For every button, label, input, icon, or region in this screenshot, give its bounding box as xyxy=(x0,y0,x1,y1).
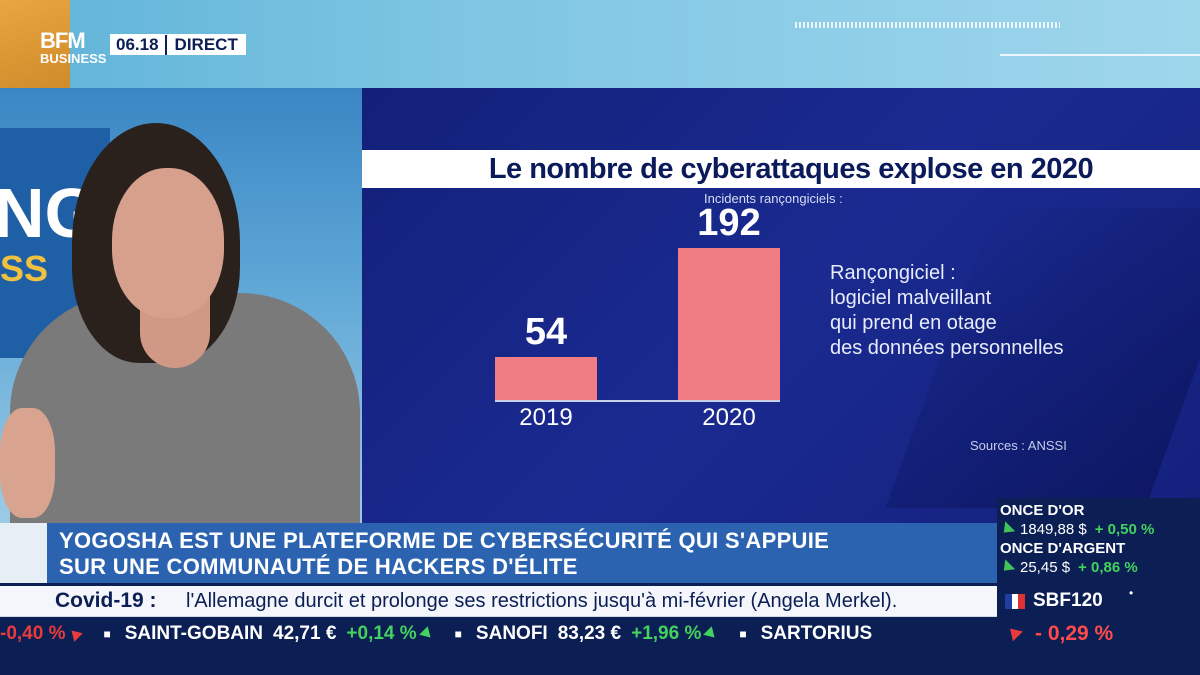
index-box: SBF120 • xyxy=(997,586,1200,617)
decorative-line xyxy=(1000,54,1200,56)
market-gold-value: 1849,88 $ xyxy=(1020,521,1087,538)
index-dot: • xyxy=(1129,586,1134,600)
definition-line: des données personnelles xyxy=(830,337,1064,359)
presenter-hand xyxy=(0,408,55,518)
presenter-face xyxy=(112,168,224,318)
news-label: Covid-19 : xyxy=(55,589,157,612)
studio-video: NG SS xyxy=(0,88,362,523)
up-arrow-icon xyxy=(998,521,1016,538)
chart-baseline xyxy=(495,400,780,402)
separator-dot: ■ xyxy=(454,627,462,641)
brand-accent xyxy=(0,0,70,88)
chart-title-bar: Le nombre de cyberattaques explose en 20… xyxy=(362,150,1200,188)
market-silver-name: ONCE D'ARGENT xyxy=(1000,540,1126,557)
stock-ticker-row: -0,40 % ■ SAINT-GOBAIN 42,71 € +0,14 % ■… xyxy=(0,623,896,645)
down-arrow-icon xyxy=(67,626,84,642)
stock-price: 42,71 € xyxy=(273,623,337,644)
market-silver-value: 25,45 $ xyxy=(1020,559,1071,576)
market-gold-row: 1849,88 $ + 0,50 % xyxy=(998,521,1155,538)
bar-2019 xyxy=(495,357,597,400)
studio-backdrop-text-2: SS xyxy=(0,248,49,289)
headline-line-2: SUR UNE COMMUNAUTÉ DE HACKERS D'ÉLITE xyxy=(59,554,578,579)
up-arrow-icon xyxy=(418,626,435,642)
infographic-panel: Le nombre de cyberattaques explose en 20… xyxy=(362,88,1200,523)
decorative-lines xyxy=(795,22,1060,28)
stock-name: SANOFI xyxy=(475,623,548,644)
market-silver-change: + 0,86 % xyxy=(1078,559,1138,576)
up-arrow-icon xyxy=(703,626,720,642)
headline-banner: YOGOSHA EST UNE PLATEFORME DE CYBERSÉCUR… xyxy=(47,523,997,583)
stock-price: 83,23 € xyxy=(557,623,622,644)
bar-value-label: 192 xyxy=(697,202,761,244)
definition-line: Rançongiciel : xyxy=(830,262,956,284)
headline-line-1: YOGOSHA EST UNE PLATEFORME DE CYBERSÉCUR… xyxy=(59,528,830,553)
live-clock: 06.18 DIRECT xyxy=(110,34,246,55)
stock-change: +1,96 % xyxy=(631,623,702,644)
bottom-strip xyxy=(0,651,1200,675)
top-bar: BFM BUSINESS 06.18 DIRECT xyxy=(0,0,1200,88)
separator-dot: ■ xyxy=(739,627,747,641)
market-box: ONCE D'OR 1849,88 $ + 0,50 % ONCE D'ARGE… xyxy=(997,498,1200,586)
stock-item: SARTORIUS xyxy=(761,623,883,645)
market-silver-row: 25,45 $ + 0,86 % xyxy=(998,559,1138,576)
definition-line: qui prend en otage xyxy=(830,312,997,334)
bar-value-label: 54 xyxy=(524,311,568,353)
logo-subtext: BUSINESS xyxy=(40,51,107,66)
stock-item: -0,40 % xyxy=(0,623,89,645)
index-name: SBF120 xyxy=(1033,590,1103,611)
stock-item: SANOFI 83,23 € +1,96 % xyxy=(476,623,725,645)
source-note: Sources : ANSSI xyxy=(970,438,1067,453)
stock-ticker: -0,40 % ■ SAINT-GOBAIN 42,71 € +0,14 % ■… xyxy=(0,617,997,651)
stock-item: SAINT-GOBAIN 42,71 € +0,14 % xyxy=(125,623,441,645)
channel-logo: BFM BUSINESS xyxy=(40,28,107,66)
index-change-box: - 0,29 % xyxy=(997,617,1200,651)
definition-line: logiciel malveillant xyxy=(830,287,992,309)
market-gold-change: + 0,50 % xyxy=(1094,521,1155,538)
chart-title: Le nombre de cyberattaques explose en 20… xyxy=(488,152,1094,185)
market-gold-name: ONCE D'OR xyxy=(1000,502,1085,519)
stock-change: +0,14 % xyxy=(346,623,417,644)
bar-2020 xyxy=(678,248,780,400)
index-change: - 0,29 % xyxy=(1035,622,1114,645)
category-label: 2019 xyxy=(519,404,573,431)
logo-text: BFM xyxy=(40,28,86,53)
category-label: 2020 xyxy=(702,404,756,431)
french-flag-icon xyxy=(1005,594,1026,609)
stock-name: SAINT-GOBAIN xyxy=(124,623,264,644)
headline-left-strip xyxy=(0,523,47,583)
up-arrow-icon xyxy=(998,559,1016,576)
live-badge: DIRECT xyxy=(164,34,246,55)
separator-dot: ■ xyxy=(103,627,111,641)
stock-name: SARTORIUS xyxy=(760,623,873,644)
chart-subtitle: Incidents rançongiciels : xyxy=(704,191,843,206)
stock-change: -0,40 % xyxy=(0,623,66,644)
news-text: l'Allemagne durcit et prolonge ses restr… xyxy=(186,590,898,612)
definition-text: Rançongiciel : logiciel malveillant qui … xyxy=(830,261,1064,361)
clock-time: 06.18 xyxy=(116,34,159,54)
down-arrow-icon xyxy=(1005,623,1023,642)
news-ticker: Covid-19 : l'Allemagne durcit et prolong… xyxy=(0,586,997,617)
